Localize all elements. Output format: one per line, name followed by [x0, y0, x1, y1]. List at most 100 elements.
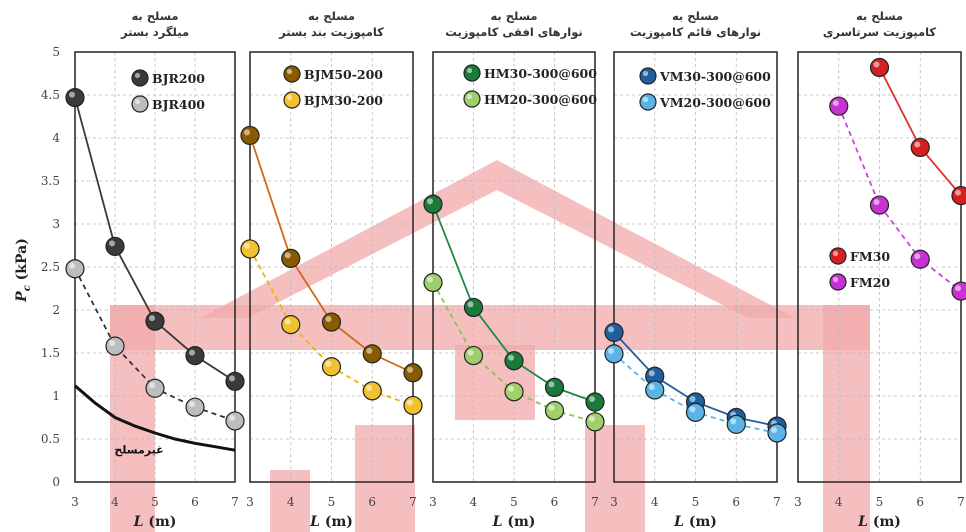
- legend-label: BJR200: [152, 71, 205, 86]
- x-tick-label: 3: [246, 495, 254, 509]
- data-point-highlight: [689, 406, 696, 413]
- x-tick-label: 4: [287, 495, 295, 509]
- panel-4: مسلح به نوارهای قائم کامپوزیت 3 4 5 6 7 L (m) VM…: [604, 9, 787, 530]
- legend-marker: [131, 69, 149, 87]
- x-tick-label: 7: [409, 495, 417, 509]
- legend-label: FM30: [850, 249, 890, 264]
- x-axis-label: L (m): [133, 514, 177, 530]
- x-axis-label: L (m): [857, 514, 901, 530]
- data-point: [321, 357, 342, 377]
- y-tick-label: 0: [52, 475, 60, 489]
- y-tick-label: 2: [52, 303, 60, 317]
- data-point: [685, 402, 706, 422]
- data-point-highlight: [427, 198, 433, 205]
- panel-title: کامپوزیت بند بستر: [278, 25, 384, 40]
- x-tick-label: 3: [794, 495, 802, 509]
- legend-marker-highlight: [134, 72, 141, 79]
- data-point-highlight: [189, 401, 195, 408]
- data-point-highlight: [689, 396, 696, 403]
- x-tick-label: 5: [876, 495, 884, 509]
- data-point-highlight: [325, 360, 332, 367]
- x-tick-label: 6: [732, 495, 740, 509]
- data-point-highlight: [730, 418, 737, 425]
- legend-marker-highlight: [134, 98, 141, 105]
- legend-marker: [283, 65, 301, 83]
- legend-label: FM20: [850, 275, 890, 290]
- legend-label: BJM50-200: [304, 67, 383, 82]
- legend-marker: [131, 95, 149, 113]
- legend-marker: [829, 273, 847, 291]
- panel-5: مسلح به کامپوزیت سرتاسری 3 4 5 6 7 L (m) FM30 FM2…: [794, 9, 966, 530]
- data-point: [423, 194, 443, 214]
- watermark-block-1: [355, 425, 415, 532]
- panel-title: مسلح به: [131, 9, 178, 23]
- panel-frame: [797, 51, 962, 483]
- data-point: [951, 281, 966, 301]
- data-point-highlight: [508, 385, 514, 392]
- legend-marker-highlight: [286, 68, 293, 75]
- panel-title: مسلح به: [672, 9, 719, 23]
- panel-title: نوارهای قائم کامپوزیت: [630, 25, 761, 40]
- x-tick-label: 3: [71, 495, 79, 509]
- data-point-highlight: [608, 326, 614, 333]
- data-point-highlight: [284, 252, 291, 259]
- y-tick-label: 4: [52, 131, 60, 145]
- y-tick-label: 2.5: [41, 260, 60, 274]
- y-axis-label: Pc (kPa): [14, 238, 33, 303]
- data-point-highlight: [366, 347, 373, 354]
- data-point-highlight: [955, 285, 961, 292]
- data-point-highlight: [648, 383, 655, 390]
- watermark-block-2: [585, 425, 645, 532]
- data-point-highlight: [229, 375, 235, 382]
- legend-label: HM20-300@600: [484, 92, 597, 107]
- y-tick-label: 4.5: [41, 88, 60, 102]
- legend-marker-highlight: [832, 276, 839, 283]
- data-point: [240, 125, 260, 146]
- legend-marker: [639, 93, 657, 111]
- x-tick-label: 5: [328, 495, 336, 509]
- data-point: [463, 297, 484, 318]
- legend-marker-highlight: [466, 93, 473, 100]
- data-point: [463, 345, 484, 366]
- legend-label: BJM30-200: [304, 93, 383, 108]
- x-tick-label: 3: [429, 495, 437, 509]
- y-tick-label: 0.5: [41, 432, 60, 446]
- series-line: [837, 105, 962, 292]
- data-point: [910, 137, 930, 158]
- data-point: [645, 380, 665, 400]
- data-point: [65, 259, 85, 279]
- data-point-highlight: [244, 129, 250, 136]
- data-point: [423, 272, 443, 293]
- data-point: [910, 249, 930, 269]
- panel-title: مسلح به: [856, 9, 903, 23]
- data-point-highlight: [467, 301, 474, 308]
- data-point-highlight: [189, 349, 195, 356]
- x-axis-label: L (m): [673, 514, 717, 530]
- data-point: [504, 351, 524, 371]
- data-point-highlight: [548, 404, 555, 411]
- x-tick-label: 6: [368, 495, 376, 509]
- data-point-highlight: [109, 240, 115, 247]
- data-point: [145, 378, 165, 398]
- data-point-highlight: [149, 315, 155, 322]
- legend-marker: [463, 64, 481, 82]
- panel-1: مسلح به میلگرد بستر 3 4 5 6 7 L (m) BJR200 BJR400…: [65, 9, 245, 530]
- x-tick-label: 6: [916, 495, 924, 509]
- data-point: [145, 311, 165, 331]
- data-point: [362, 381, 382, 401]
- x-tick-label: 4: [111, 495, 119, 509]
- panel-title: میلگرد بستر: [120, 25, 189, 39]
- data-point-highlight: [955, 189, 961, 196]
- legend-marker-highlight: [642, 96, 649, 103]
- data-point: [951, 186, 966, 206]
- x-tick-label: 5: [151, 495, 159, 509]
- x-tick-label: 7: [773, 495, 781, 509]
- x-axis-label: L (m): [492, 514, 536, 530]
- legend-marker-highlight: [832, 250, 839, 257]
- data-point-highlight: [771, 426, 777, 433]
- panels: مسلح به میلگرد بستر 3 4 5 6 7 L (m) BJR200 BJR400…: [65, 9, 966, 530]
- panel-2: مسلح به کامپوزیت بند بستر 3 4 5 6 7 L (m) BJM50-…: [240, 9, 423, 530]
- x-tick-label: 7: [591, 495, 599, 509]
- data-point-highlight: [589, 415, 595, 422]
- watermark-logo: [110, 160, 870, 532]
